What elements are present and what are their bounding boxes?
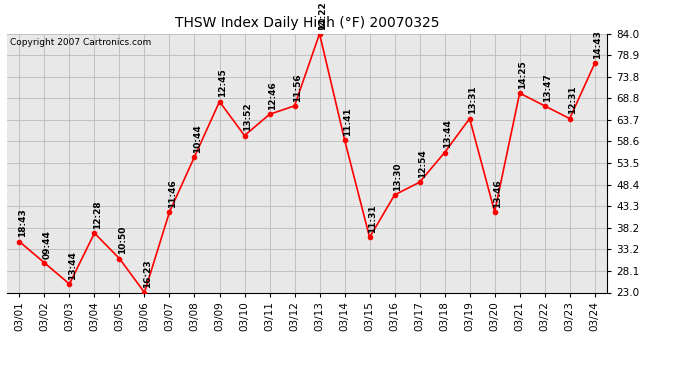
Text: 11:41: 11:41	[343, 107, 352, 136]
Text: 14:43: 14:43	[593, 30, 602, 59]
Text: 10:44: 10:44	[193, 124, 201, 153]
Text: 13:46: 13:46	[493, 179, 502, 208]
Text: 13:44: 13:44	[68, 251, 77, 280]
Text: 09:44: 09:44	[43, 230, 52, 259]
Text: Copyright 2007 Cartronics.com: Copyright 2007 Cartronics.com	[10, 38, 151, 46]
Text: 13:52: 13:52	[243, 103, 252, 131]
Text: 12:28: 12:28	[92, 200, 101, 229]
Text: 14:25: 14:25	[518, 60, 527, 89]
Text: 13:31: 13:31	[468, 86, 477, 114]
Text: 11:56: 11:56	[293, 73, 302, 102]
Text: 10:50: 10:50	[118, 226, 127, 254]
Text: 18:43: 18:43	[18, 209, 27, 237]
Text: 12:31: 12:31	[568, 86, 577, 114]
Text: 11:31: 11:31	[368, 205, 377, 233]
Title: THSW Index Daily High (°F) 20070325: THSW Index Daily High (°F) 20070325	[175, 16, 440, 30]
Text: 12:54: 12:54	[418, 149, 427, 178]
Text: 13:47: 13:47	[543, 73, 552, 102]
Text: 13:30: 13:30	[393, 162, 402, 191]
Text: 11:46: 11:46	[168, 179, 177, 208]
Text: 12:46: 12:46	[268, 81, 277, 110]
Text: 13:44: 13:44	[443, 120, 452, 148]
Text: 12:45: 12:45	[218, 69, 227, 98]
Text: 14:22: 14:22	[318, 1, 327, 30]
Text: 16:23: 16:23	[143, 260, 152, 288]
